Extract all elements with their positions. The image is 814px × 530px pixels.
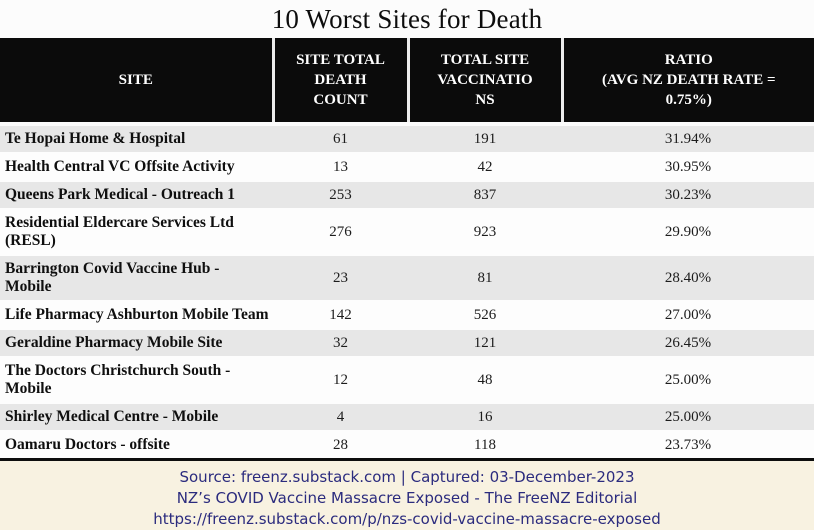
ratio-cell: 31.94% — [562, 124, 814, 154]
death-count-cell: 4 — [273, 403, 408, 432]
death-count-cell: 13 — [273, 153, 408, 182]
vaccinations-cell: 16 — [408, 403, 562, 432]
table-row: Barrington Covid Vaccine Hub - Mobile 23… — [0, 255, 814, 302]
col-header-death-count: SITE TOTAL DEATH COUNT — [273, 38, 410, 126]
site-name-cell: Shirley Medical Centre - Mobile — [0, 403, 273, 432]
death-count-cell: 61 — [273, 124, 408, 154]
death-count-cell: 23 — [273, 255, 408, 302]
table-row: Te Hopai Home & Hospital 61 191 31.94% — [0, 124, 814, 154]
url-line: https://freenz.substack.com/p/nzs-covid-… — [153, 510, 661, 528]
vaccinations-cell: 121 — [408, 329, 562, 358]
ratio-cell: 23.73% — [562, 431, 814, 461]
vaccinations-cell: 923 — [408, 209, 562, 256]
col-header-site: SITE — [0, 38, 275, 126]
site-name-cell: The Doctors Christchurch South - Mobile — [0, 357, 273, 404]
site-name-cell: Te Hopai Home & Hospital — [0, 124, 273, 154]
table-row: Residential Eldercare Services Ltd (RESL… — [0, 209, 814, 256]
source-line: Source: freenz.substack.com | Captured: … — [179, 468, 635, 486]
page-title: 10 Worst Sites for Death — [271, 4, 543, 34]
table-row: Life Pharmacy Ashburton Mobile Team 142 … — [0, 301, 814, 330]
death-count-cell: 142 — [273, 301, 408, 330]
vaccinations-cell: 42 — [408, 153, 562, 182]
ratio-cell: 25.00% — [562, 357, 814, 404]
death-count-cell: 276 — [273, 209, 408, 256]
col-header-vaccinations: TOTAL SITE VACCINATIO NS — [408, 38, 564, 126]
table-row: Oamaru Doctors - offsite 28 118 23.73% — [0, 431, 814, 461]
header-row: SITE SITE TOTAL DEATH COUNT TOTAL SITE V… — [0, 38, 814, 126]
site-name-cell: Queens Park Medical - Outreach 1 — [0, 181, 273, 210]
page: 10 Worst Sites for Death SITE SITE TOTAL… — [0, 4, 814, 530]
site-name-cell: Residential Eldercare Services Ltd (RESL… — [0, 209, 273, 256]
table-row: Geraldine Pharmacy Mobile Site 32 121 26… — [0, 329, 814, 358]
table-header: SITE SITE TOTAL DEATH COUNT TOTAL SITE V… — [0, 38, 814, 126]
site-name-cell: Health Central VC Offsite Activity — [0, 153, 273, 182]
vaccinations-cell: 837 — [408, 181, 562, 210]
death-count-cell: 253 — [273, 181, 408, 210]
ratio-cell: 26.45% — [562, 329, 814, 358]
site-name-cell: Geraldine Pharmacy Mobile Site — [0, 329, 273, 358]
vaccinations-cell: 118 — [408, 431, 562, 461]
table-row: Health Central VC Offsite Activity 13 42… — [0, 153, 814, 182]
table-row: The Doctors Christchurch South - Mobile … — [0, 357, 814, 404]
col-header-ratio: RATIO (AVG NZ DEATH RATE = 0.75%) — [562, 38, 814, 126]
ratio-cell: 28.40% — [562, 255, 814, 302]
death-count-cell: 12 — [273, 357, 408, 404]
vaccinations-cell: 81 — [408, 255, 562, 302]
table-body: Te Hopai Home & Hospital 61 191 31.94% H… — [0, 124, 814, 461]
col-header-site-label: SITE — [118, 72, 153, 88]
vaccinations-cell: 191 — [408, 124, 562, 154]
ratio-cell: 27.00% — [562, 301, 814, 330]
table-row: Shirley Medical Centre - Mobile 4 16 25.… — [0, 403, 814, 432]
ratio-cell: 25.00% — [562, 403, 814, 432]
ratio-cell: 30.23% — [562, 181, 814, 210]
death-count-cell: 28 — [273, 431, 408, 461]
vaccinations-cell: 526 — [408, 301, 562, 330]
site-name-cell: Life Pharmacy Ashburton Mobile Team — [0, 301, 273, 330]
vaccinations-cell: 48 — [408, 357, 562, 404]
ratio-cell: 29.90% — [562, 209, 814, 256]
ratio-cell: 30.95% — [562, 153, 814, 182]
editorial-line: NZ’s COVID Vaccine Massacre Exposed - Th… — [176, 489, 638, 507]
death-count-cell: 32 — [273, 329, 408, 358]
worst-sites-table: SITE SITE TOTAL DEATH COUNT TOTAL SITE V… — [0, 38, 814, 461]
site-name-cell: Oamaru Doctors - offsite — [0, 431, 273, 461]
table-row: Queens Park Medical - Outreach 1 253 837… — [0, 181, 814, 210]
site-name-cell: Barrington Covid Vaccine Hub - Mobile — [0, 255, 273, 302]
